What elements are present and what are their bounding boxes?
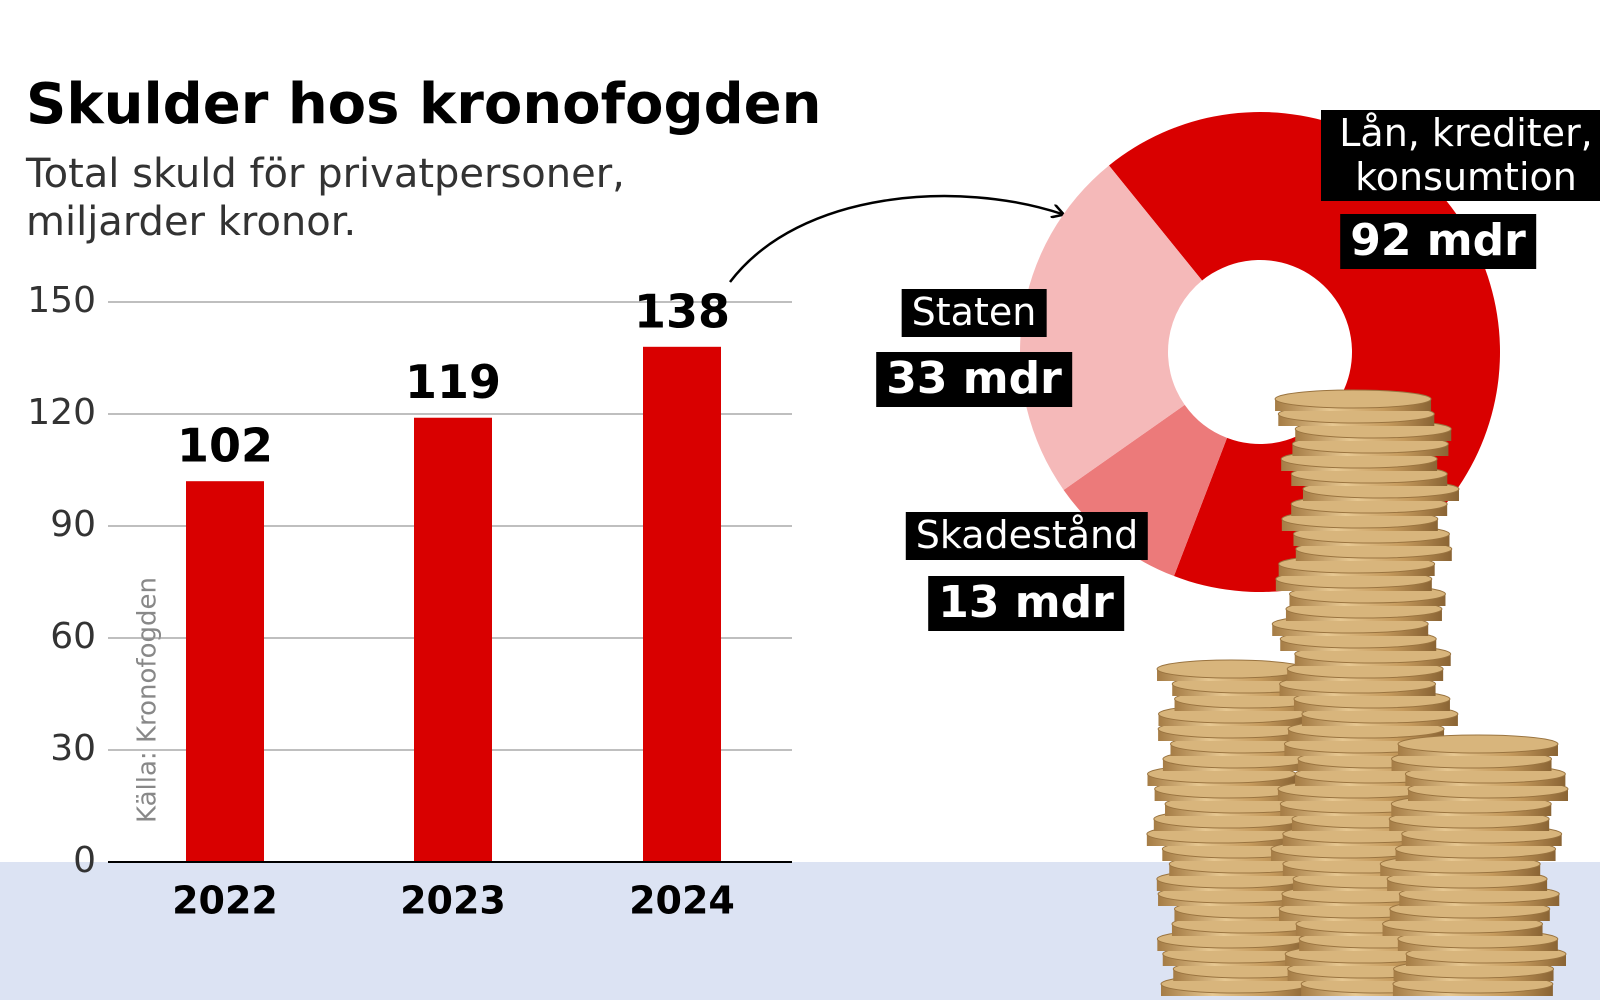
value-label: 138 (634, 284, 730, 338)
x-tick-label: 2022 (172, 879, 278, 923)
coin (1156, 659, 1306, 679)
slice-label: Lån, krediter, konsumtion (1321, 110, 1600, 202)
value-label: 102 (177, 419, 273, 473)
y-tick-label: 90 (50, 504, 96, 545)
slice-value-label: 13 mdr (928, 576, 1124, 631)
slice-label: Skadestånd (905, 512, 1149, 560)
slice-value-label: 33 mdr (876, 352, 1072, 407)
coins (1146, 389, 1569, 996)
coin (1397, 734, 1559, 754)
coin (1274, 389, 1432, 409)
y-tick-label: 120 (27, 392, 96, 433)
y-tick-label: 30 (50, 728, 96, 769)
value-label: 119 (405, 355, 501, 409)
subtitle: Total skuld för privatpersoner, (25, 151, 625, 197)
bar (186, 481, 264, 862)
arrow (729, 194, 1062, 283)
subtitle: miljarder kronor. (26, 199, 356, 245)
bar (643, 346, 721, 862)
x-tick-label: 2023 (400, 879, 506, 923)
y-tick-label: 150 (27, 280, 96, 321)
y-tick-label: 0 (73, 840, 96, 881)
slice-value-label: 92 mdr (1340, 214, 1536, 269)
x-tick-label: 2024 (629, 879, 735, 923)
slice-label: Staten (901, 289, 1047, 337)
y-tick-label: 60 (50, 616, 96, 657)
chart-title: Skulder hos kronofogden (26, 72, 822, 137)
bar (414, 417, 492, 862)
source: Källa: Kronofogden (133, 577, 163, 823)
donut-slice (1020, 165, 1203, 490)
